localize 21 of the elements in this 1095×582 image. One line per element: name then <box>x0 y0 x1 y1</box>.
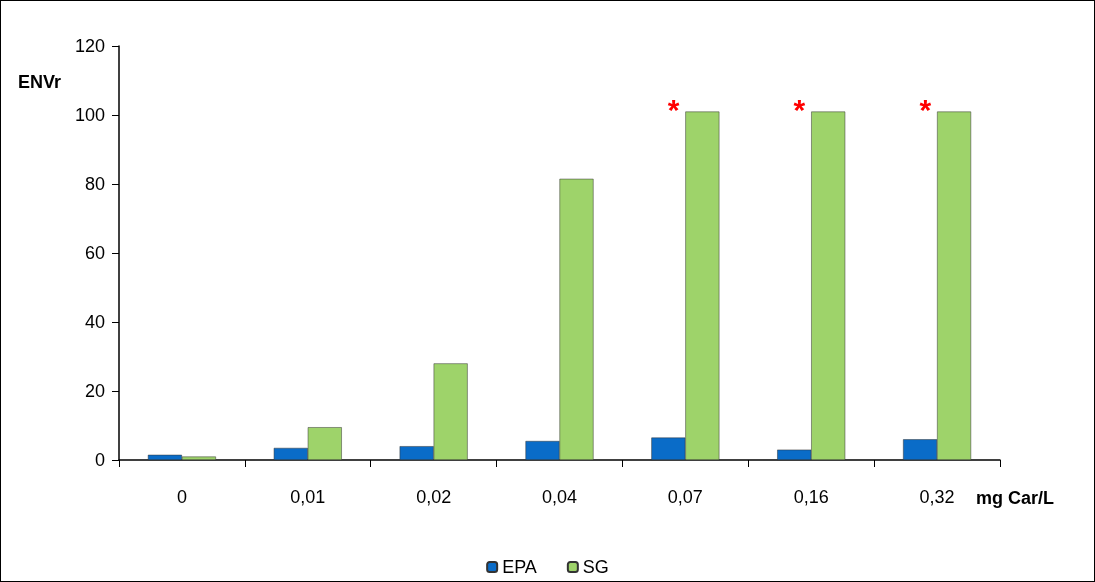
y-tick-label: 0 <box>94 450 105 470</box>
legend-label: SG <box>582 557 609 577</box>
annotation: * <box>919 93 932 127</box>
annotation: * <box>793 93 806 127</box>
legend-label: EPA <box>502 557 537 577</box>
y-tick-label: 40 <box>84 312 105 332</box>
x-tick-label: 0,01 <box>290 487 326 507</box>
x-tick-label: 0,04 <box>541 487 578 507</box>
y-tick-label: 120 <box>74 36 105 56</box>
x-tick-label: 0,07 <box>667 487 703 507</box>
y-tick-label: 20 <box>84 381 105 401</box>
y-tick-label: 80 <box>84 174 105 194</box>
annotation: * <box>667 93 680 127</box>
y-tick-label: 60 <box>84 243 105 263</box>
x-tick-label: 0,32 <box>919 487 955 507</box>
y-tick-label: 100 <box>74 105 105 125</box>
y-axis-title: ENVr <box>18 72 62 92</box>
x-axis-title: mg Car/L <box>976 488 1055 508</box>
x-tick-label: 0 <box>176 487 187 507</box>
x-tick-label: 0,16 <box>793 487 829 507</box>
x-tick-label: 0,02 <box>416 487 452 507</box>
